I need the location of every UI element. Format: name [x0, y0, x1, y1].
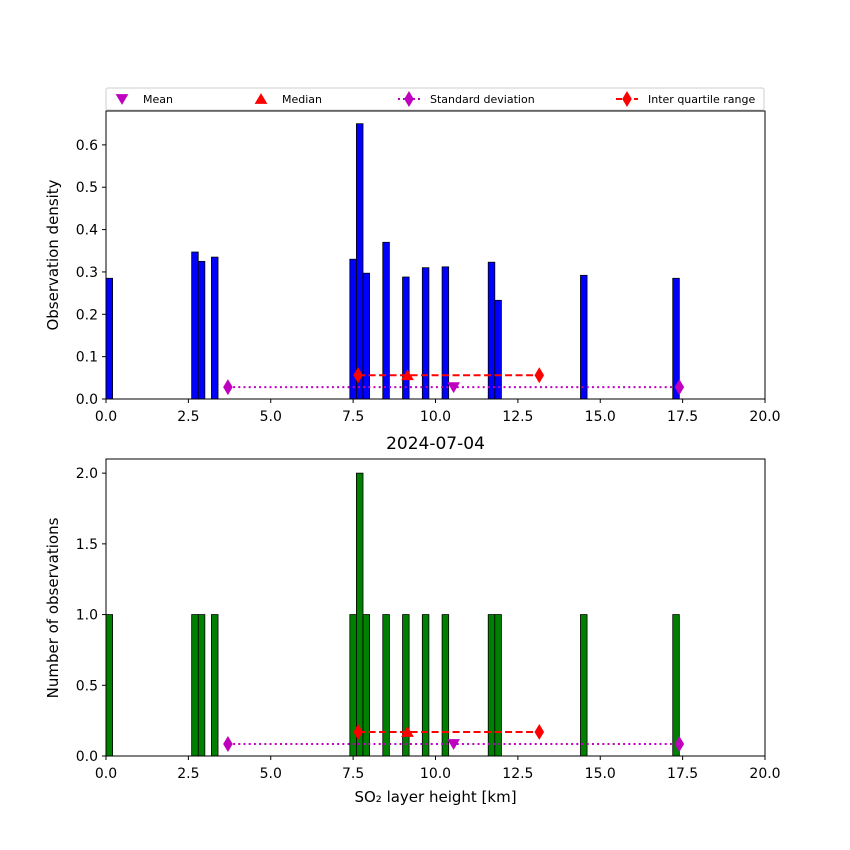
iqr-marker	[534, 723, 545, 740]
x-tick-label: 20.0	[749, 766, 780, 782]
x-tick-label: 10.0	[420, 409, 451, 425]
count-bar	[487, 614, 496, 757]
x-axis-label: SO₂ layer height [km]	[354, 788, 516, 806]
density-bar	[487, 261, 496, 400]
median-marker	[401, 369, 414, 381]
std-deviation-marker	[674, 736, 685, 752]
x-tick-label: 2.5	[177, 409, 199, 425]
y-tick-label: 0.0	[76, 749, 98, 765]
y-tick-label: 0.5	[76, 180, 98, 196]
x-tick-label: 5.0	[260, 766, 282, 782]
density-panel: 0.0 2.5 5.0 7.5 10.0 12.5 15.0 17.5 20.0 0.0 0.1 0.…	[76, 110, 781, 425]
legend-item-median: Median	[254, 93, 322, 106]
density-bar	[362, 272, 371, 400]
count-y-axis-label: Number of observations	[44, 517, 62, 698]
y-tick-label: 1.0	[76, 608, 98, 624]
y-tick-label: 1.5	[76, 537, 98, 553]
count-panel: 0.0 2.5 5.0 7.5 10.0 12.5 15.0 17.5 20.0 0.0 0.5 1.…	[76, 458, 781, 782]
legend: Mean Median Standard deviation Inter qua…	[105, 87, 765, 111]
mean-marker	[447, 739, 460, 750]
count-bar	[494, 614, 502, 757]
x-tick-label: 12.5	[502, 766, 533, 782]
density-bar	[105, 277, 113, 400]
density-bar	[197, 260, 206, 400]
iqr-marker	[534, 367, 545, 384]
legend-label-mean: Mean	[143, 93, 173, 106]
iqr-marker	[353, 367, 363, 384]
density-y-axis-label: Observation density	[44, 179, 62, 330]
mean-marker	[447, 382, 460, 394]
y-tick-label: 0.4	[76, 223, 98, 239]
y-tick-label: 0.6	[76, 138, 98, 154]
count-bar	[441, 614, 450, 757]
y-tick-label: 0.3	[76, 265, 98, 281]
panel-title: 2024-07-04	[386, 434, 485, 454]
count-bar	[382, 614, 390, 757]
legend-item-mean: Mean	[115, 93, 173, 106]
count-bar	[580, 614, 588, 757]
x-tick-label: 2.5	[177, 766, 199, 782]
legend-item-standard-deviation: Standard deviation	[398, 91, 535, 107]
std-deviation-marker	[223, 379, 233, 396]
count-bar	[211, 614, 219, 757]
density-bar	[191, 251, 199, 400]
std-deviation-marker	[674, 379, 685, 396]
x-tick-label: 5.0	[260, 409, 282, 425]
x-tick-label: 17.5	[667, 766, 698, 782]
density-bar	[211, 256, 219, 400]
density-bar	[356, 123, 364, 400]
legend-label-median: Median	[282, 93, 322, 106]
x-tick-label: 0.0	[95, 766, 117, 782]
x-tick-label: 15.0	[585, 409, 616, 425]
x-tick-label: 17.5	[667, 409, 698, 425]
x-tick-label: 15.0	[585, 766, 616, 782]
count-bar	[191, 614, 199, 757]
x-tick-label: 0.0	[95, 409, 117, 425]
count-bar	[197, 614, 206, 757]
y-tick-label: 2.0	[76, 466, 98, 482]
x-tick-label: 12.5	[502, 409, 533, 425]
legend-box	[105, 87, 765, 111]
count-bar	[672, 614, 680, 757]
y-tick-label: 0.1	[76, 350, 98, 366]
y-tick-label: 0.2	[76, 307, 98, 323]
y-tick-label: 0.5	[76, 678, 98, 694]
density-bar	[441, 266, 450, 400]
density-bar	[421, 267, 430, 400]
legend-label-standard-deviation: Standard deviation	[430, 93, 535, 106]
y-tick-label: 0.0	[76, 392, 98, 408]
x-tick-label: 20.0	[749, 409, 780, 425]
x-tick-label: 7.5	[342, 766, 364, 782]
std-deviation-marker	[223, 736, 233, 752]
legend-marker-swatch	[622, 91, 632, 107]
count-bar	[105, 614, 113, 757]
median-marker	[401, 726, 414, 737]
count-bar	[421, 614, 430, 757]
count-bar	[362, 614, 371, 757]
density-bar	[494, 299, 502, 400]
count-bar	[356, 472, 364, 757]
legend-marker-swatch	[404, 91, 414, 107]
legend-label-inter-quartile-range: Inter quartile range	[648, 93, 755, 106]
legend-marker-swatch	[115, 94, 129, 105]
x-tick-label: 10.0	[420, 766, 451, 782]
density-bar	[580, 274, 588, 400]
iqr-marker	[353, 723, 363, 740]
x-tick-label: 7.5	[342, 409, 364, 425]
density-bar	[402, 276, 410, 400]
legend-item-inter-quartile-range: Inter quartile range	[616, 91, 755, 107]
legend-marker-swatch	[254, 93, 268, 104]
